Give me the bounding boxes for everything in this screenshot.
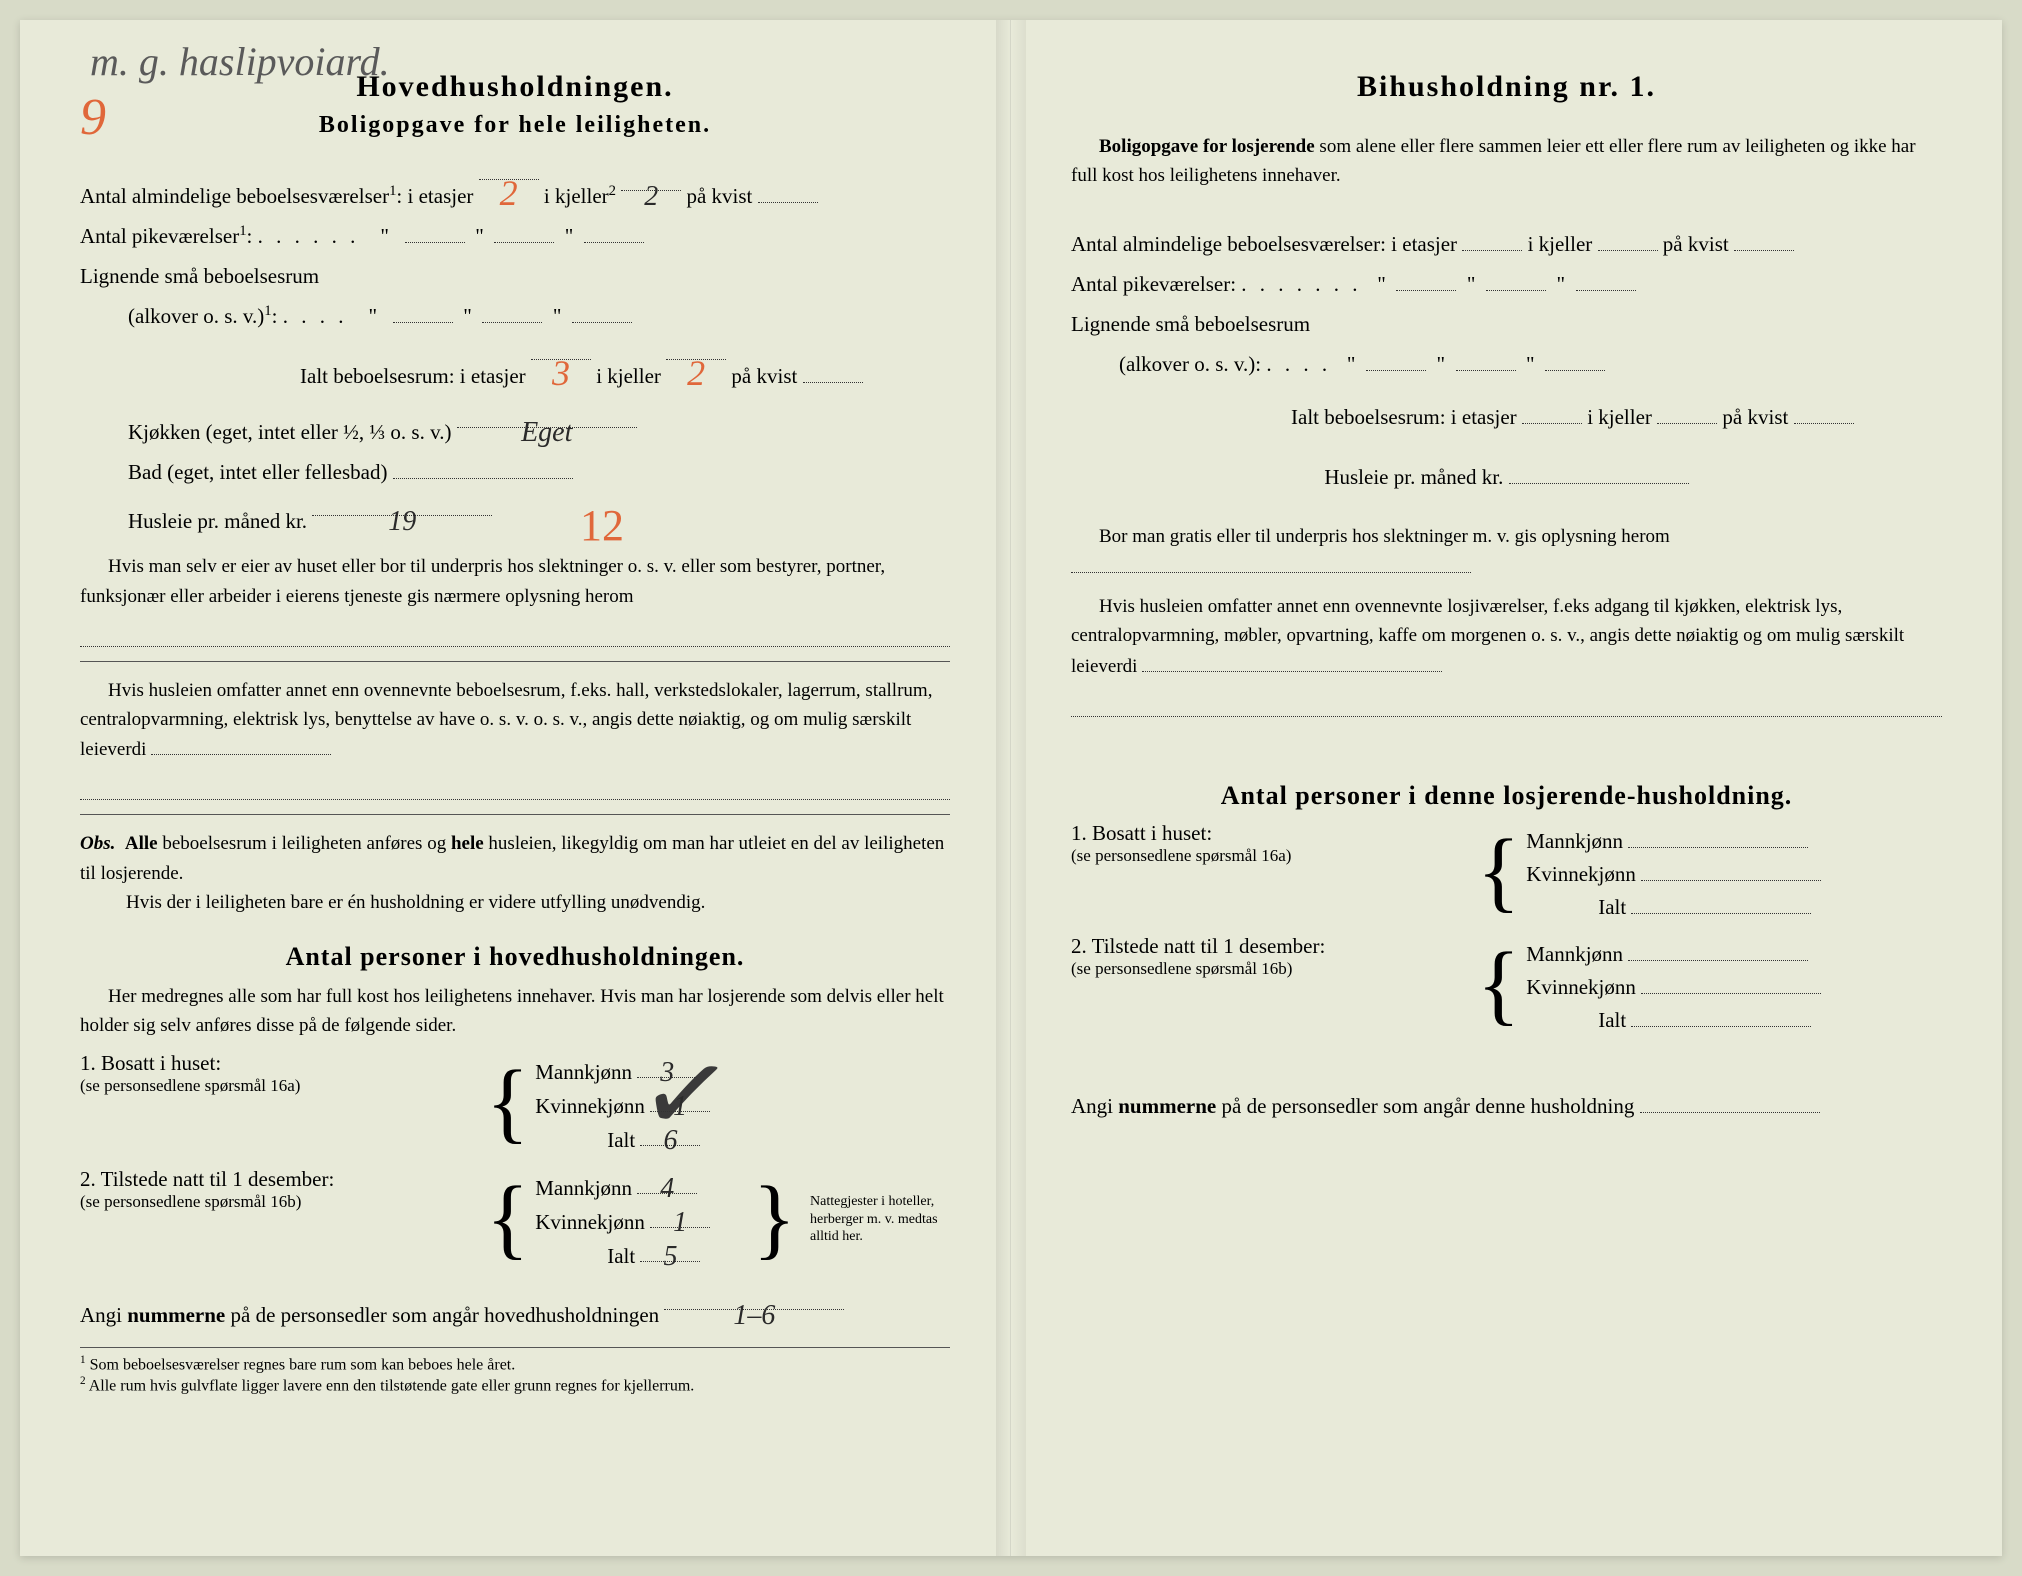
section2-title: Antal personer i hovedhusholdningen. [80,942,950,972]
r-lignende2: (alkover o. s. v.): . . . . " " " [1071,345,1942,385]
document-spread: m. g. haslipvoiard. 9 12 ✓ Hovedhusholdn… [20,20,2002,1556]
r-q1-label: 1. Bosatt i huset: [1071,821,1471,846]
q2-label: 2. Tilstede natt til 1 desember: [80,1167,480,1192]
left-page: m. g. haslipvoiard. 9 12 ✓ Hovedhusholdn… [20,20,1011,1556]
para2-blank [80,775,950,801]
r-section2: Antal personer i denne losjerende-hushol… [1071,781,1942,811]
right-intro: Boligopgave for losjerende som alene ell… [1071,132,1942,191]
right-title: Bihusholdning nr. 1. [1071,70,1942,104]
angi-line: Angi nummerne på de personsedler som ang… [80,1287,950,1336]
bad-field [393,456,573,479]
r-para2: Hvis husleien omfatter annet enn ovennev… [1071,592,1942,681]
brace-icon: { [1477,947,1520,1024]
red-annotation-12: 12 [580,500,624,551]
pike-line: Antal pikeværelser1: . . . . . . " " " [80,217,950,257]
ialt-kjeller-field: 2 [666,337,726,360]
bad-line: Bad (eget, intet eller fellesbad) [80,453,950,493]
brace-icon: { [486,1065,529,1142]
q1-label: 1. Bosatt i huset: [80,1051,480,1076]
hand-annotation-top: m. g. haslipvoiard. [90,38,390,85]
q2-kvinne-field: 1 [650,1205,710,1228]
ialt-etasjer-field: 3 [531,337,591,360]
r-pike-line: Antal pikeværelser: . . . . . . . " " " [1071,265,1942,305]
q1-sub: (se personsedlene spørsmål 16a) [80,1076,480,1096]
brace-icon: { [486,1181,529,1258]
rooms-label: Antal almindelige beboelsesværelser [80,184,389,208]
r-q2-row: 2. Tilstede natt til 1 desember: (se per… [1071,934,1942,1037]
side-note: Nattegjester i hoteller, herberger m. v.… [810,1193,950,1246]
husleie-line: Husleie pr. måned kr. 19 [80,493,950,542]
left-subtitle: Boligopgave for hele leiligheten. [80,112,950,139]
right-page: Bihusholdning nr. 1. Boligopgave for los… [1011,20,2002,1556]
rooms-kvist-field [758,180,818,203]
q2-mann-field: 4 [637,1171,697,1194]
r-q2-label: 2. Tilstede natt til 1 desember: [1071,934,1471,959]
husleie-field: 19 [312,493,492,516]
angi-field: 1–6 [664,1287,844,1310]
r-lignende1: Lignende små beboelsesrum [1071,305,1942,345]
r-q1-row: 1. Bosatt i huset: (se personsedlene spø… [1071,821,1942,924]
q2-ialt-field: 5 [640,1239,700,1262]
q1-row: 1. Bosatt i huset: (se personsedlene spø… [80,1051,950,1157]
rooms-kjeller-field: 2 [621,168,681,191]
r-husleie: Husleie pr. måned kr. [1071,458,1942,498]
section2-note: Her medregnes alle som har full kost hos… [80,982,950,1041]
q2-row: 2. Tilstede natt til 1 desember: (se per… [80,1167,950,1273]
para1: Hvis man selv er eier av huset eller bor… [80,552,950,611]
r-ialt-line: Ialt beboelsesrum: i etasjer i kjeller p… [1071,398,1942,438]
red-margin-number: 9 [80,88,106,147]
lignende-line1: Lignende små beboelsesrum [80,257,950,297]
rooms-line: Antal almindelige beboelsesværelser1: i … [80,157,950,217]
ialt-line: Ialt beboelsesrum: i etasjer 3 i kjeller… [80,337,950,397]
q2-sub: (se personsedlene spørsmål 16b) [80,1192,480,1212]
brace-icon: { [1477,834,1520,911]
q1-mann-field: 3 [637,1055,697,1078]
lignende-line2: (alkover o. s. v.)1: . . . . " " " [80,297,950,337]
para2: Hvis husleien omfatter annet enn ovennev… [80,676,950,765]
q1-kvinne-field: 1 [650,1089,710,1112]
obs-block: Obs. Alle beboelsesrum i leiligheten anf… [80,829,950,917]
r-para1: Bor man gratis eller til underpris hos s… [1071,522,1942,582]
q1-ialt-field: 6 [640,1123,700,1146]
r-rooms-line: Antal almindelige beboelsesværelser: i e… [1071,225,1942,265]
kjokken-line: Kjøkken (eget, intet eller ½, ⅓ o. s. v.… [80,404,950,453]
r-angi-line: Angi nummerne på de personsedler som ang… [1071,1087,1942,1127]
kjokken-field: Eget [457,404,637,427]
brace-icon: } [753,1181,796,1258]
para1-blank [80,621,950,647]
rooms-etasjer-field: 2 [479,157,539,180]
footnotes: 1 Som beboelsesværelser regnes bare rum … [80,1347,950,1395]
